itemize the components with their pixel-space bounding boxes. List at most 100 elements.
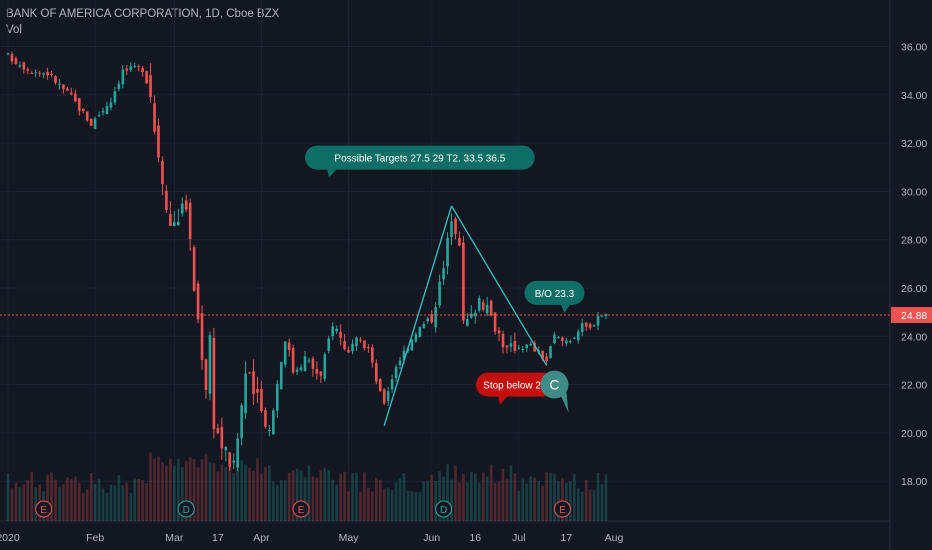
candle-body	[54, 76, 57, 83]
volume-bar	[220, 464, 224, 521]
candle-body	[303, 356, 307, 372]
candle	[121, 65, 125, 89]
candle	[283, 341, 287, 368]
candle-body	[169, 213, 172, 226]
candle-body	[46, 71, 49, 76]
volume-bar	[121, 485, 125, 521]
candle-body	[173, 222, 176, 226]
candle-body	[374, 363, 378, 382]
price-axis[interactable]: 36.00 34.00 32.00 30.00 28.00 26.00 24.00 22.00…	[891, 42, 932, 489]
candle	[6, 52, 10, 56]
volume-bar	[493, 482, 497, 521]
candle	[398, 356, 402, 370]
volume-bar	[74, 476, 77, 521]
candle	[89, 118, 93, 127]
candle-body	[89, 118, 93, 126]
candle	[161, 156, 164, 196]
volume-bar	[256, 458, 259, 521]
earnings-marker[interactable]: E	[553, 500, 571, 518]
volume-bar	[77, 482, 81, 521]
volume-bar	[600, 484, 604, 521]
candle-body	[149, 75, 152, 97]
candle	[54, 75, 57, 85]
candle	[264, 407, 267, 429]
candle-body	[446, 237, 449, 267]
candle-body	[501, 333, 505, 348]
candle	[216, 423, 220, 434]
time-tick-label: Jul	[512, 532, 525, 544]
last-price-tag	[891, 307, 932, 324]
dividend-marker[interactable]: D	[177, 500, 195, 518]
volume-bar	[580, 491, 584, 521]
candle	[77, 97, 81, 116]
candle	[200, 305, 204, 370]
dividend-marker[interactable]: D	[435, 500, 453, 518]
candle-body	[18, 65, 22, 67]
candle	[272, 408, 275, 435]
candle-body	[295, 369, 299, 372]
candle-body	[275, 384, 279, 411]
volume-bar	[66, 477, 69, 521]
candle	[228, 452, 232, 471]
candle-body	[521, 349, 525, 351]
candle-body	[125, 68, 129, 71]
candle	[192, 245, 196, 292]
candle-body	[180, 203, 184, 214]
candle-body	[454, 218, 457, 235]
volume-bar	[315, 477, 319, 521]
candle	[343, 333, 346, 351]
volume-bar	[438, 471, 441, 521]
candle	[268, 424, 271, 437]
candle-body	[252, 371, 255, 395]
candle	[137, 64, 140, 72]
candle	[525, 344, 529, 353]
candle	[101, 107, 105, 116]
candle	[109, 97, 113, 111]
candle-body	[470, 313, 473, 318]
volume-bar	[291, 470, 295, 521]
time-tick-label: Apr	[253, 532, 270, 544]
candle-body	[264, 410, 267, 427]
candle	[422, 321, 426, 329]
candle-body	[268, 429, 271, 431]
candle	[184, 194, 188, 213]
volume-label[interactable]: Vol	[6, 24, 22, 36]
candle	[604, 313, 608, 320]
price-tick-label: 18.00	[901, 476, 927, 488]
candle-body	[117, 83, 121, 89]
event-letter: D	[183, 505, 190, 516]
wave-c-marker: C	[540, 370, 569, 413]
candle-body	[355, 337, 358, 347]
candle	[34, 69, 38, 78]
candle	[442, 260, 445, 286]
volume-bar	[200, 459, 204, 521]
volume-bar	[561, 477, 564, 521]
candle	[493, 312, 497, 335]
volume-bar	[85, 489, 89, 521]
candle	[129, 62, 133, 72]
candle-body	[105, 105, 109, 115]
candle-body	[529, 344, 533, 346]
candle-body	[371, 347, 374, 363]
candle	[473, 309, 477, 324]
time-axis[interactable]: 2020 Feb Mar 17 Apr May Jun 16 Jul 17 Aug	[0, 532, 623, 544]
callout: Possible Targets 27.5 29 T2. 33.5 36.5	[305, 145, 535, 178]
earnings-marker[interactable]: E	[35, 500, 53, 518]
candle	[117, 80, 121, 92]
candle-body	[200, 313, 204, 361]
volume-bar	[252, 470, 255, 521]
candle	[81, 108, 85, 114]
candle-body	[588, 324, 592, 328]
volume-bar	[406, 491, 410, 521]
volume-bar	[272, 481, 275, 521]
candle	[327, 335, 331, 354]
symbol-title[interactable]: BANK OF AMERICA CORPORATION, 1D, Cboe BZ…	[6, 8, 280, 20]
candle-body	[505, 345, 509, 348]
volume-bar	[157, 456, 160, 521]
volume-bar	[378, 479, 382, 521]
earnings-marker[interactable]: E	[292, 500, 310, 518]
volume-bar	[434, 481, 437, 521]
candle-body	[236, 438, 239, 468]
candle	[232, 453, 236, 469]
